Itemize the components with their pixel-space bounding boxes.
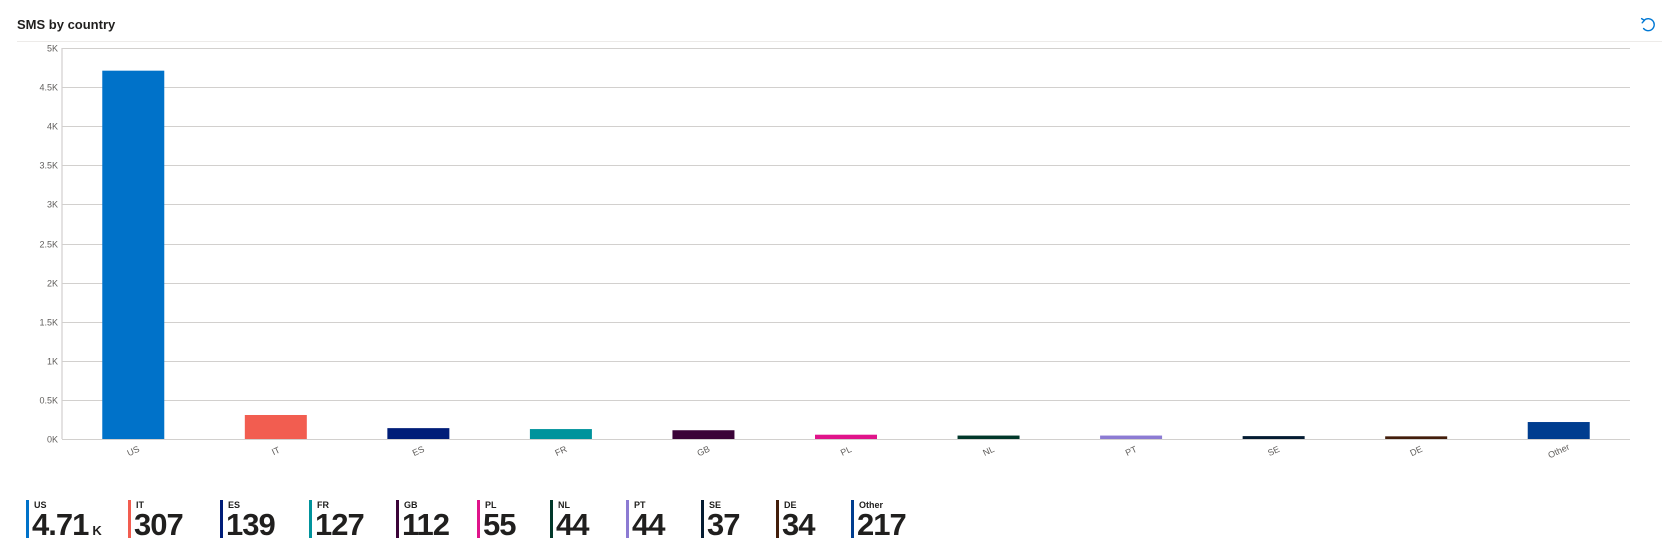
- bar-es[interactable]: [387, 428, 450, 439]
- y-tick-label: 3K: [47, 200, 58, 210]
- x-tick-label: PL: [839, 444, 853, 458]
- bar-us[interactable]: [102, 70, 165, 439]
- legend-label: DE: [784, 500, 797, 510]
- y-tick-label: 3.5K: [39, 161, 58, 171]
- y-tick-label: 1.5K: [39, 318, 58, 328]
- bar-fr[interactable]: [529, 429, 592, 439]
- x-tick-label: US: [125, 444, 141, 458]
- legend-value: 44: [556, 507, 589, 542]
- legend-value: 112: [402, 507, 450, 542]
- legend-label: ES: [228, 500, 241, 510]
- bar-se[interactable]: [1242, 436, 1305, 439]
- legend-label: FR: [317, 500, 329, 510]
- x-tick-label: GB: [695, 444, 711, 459]
- legend-value-number: 55: [483, 507, 516, 542]
- legend-value-number: 217: [857, 507, 907, 542]
- bar-nl[interactable]: [957, 435, 1020, 439]
- chart-title: SMS by country: [17, 17, 116, 32]
- legend-value: 307: [134, 507, 184, 542]
- legend-label: PT: [634, 500, 646, 510]
- legend-color-swatch: [309, 500, 312, 538]
- y-tick-label: 4.5K: [39, 83, 58, 93]
- legend-value-number: 44: [556, 507, 589, 542]
- y-tick-label: 4K: [47, 122, 58, 132]
- y-tick-label: 1K: [47, 357, 58, 367]
- y-tick-label: 0K: [47, 435, 58, 445]
- legend-color-swatch: [701, 500, 704, 538]
- legend-value-number: 139: [226, 507, 276, 542]
- legend-value: 217: [857, 507, 907, 542]
- legend-color-swatch: [26, 500, 29, 538]
- x-tick-label: NL: [981, 444, 996, 458]
- bar-other[interactable]: [1527, 422, 1590, 439]
- legend-value: 37: [707, 507, 740, 542]
- legend-value-number: 127: [315, 507, 365, 542]
- bar-pt[interactable]: [1100, 435, 1163, 439]
- y-tick-label: 5K: [47, 44, 58, 54]
- legend-value-number: 4.71: [32, 507, 89, 542]
- bar-it[interactable]: [244, 414, 307, 439]
- x-tick-label: Other: [1546, 442, 1571, 461]
- legend-label: Other: [859, 500, 884, 510]
- legend-label: PL: [485, 500, 497, 510]
- legend-color-swatch: [851, 500, 854, 538]
- bar-chart: 0K 0.5K 1K 1.5K 2K 2.5K 3K 3.5K 4K 4.5K 5K US IT ES F…: [39, 44, 1630, 461]
- legend-value: 44: [632, 507, 665, 542]
- legend-value: 4.71 K: [32, 508, 102, 548]
- refresh-button[interactable]: [1639, 16, 1657, 34]
- x-axis-ticks: US IT ES FR GB PL NL PT SE DE Other: [125, 442, 1571, 461]
- refresh-icon: [1640, 17, 1655, 32]
- grid-lines: [61, 48, 1630, 440]
- legend-label: US: [34, 500, 47, 510]
- x-tick-label: DE: [1408, 444, 1424, 458]
- legend-color-swatch: [220, 500, 223, 538]
- bar-gb[interactable]: [672, 430, 735, 439]
- legend-color-swatch: [776, 500, 779, 538]
- legend-value-number: 37: [707, 507, 740, 542]
- header-divider: [17, 41, 1662, 42]
- legend-color-swatch: [128, 500, 131, 538]
- legend-color-swatch: [396, 500, 399, 538]
- legend-label: SE: [709, 500, 722, 510]
- legend-value-number: 307: [134, 507, 184, 542]
- legend-value-number: 44: [632, 507, 665, 542]
- legend-color-swatch: [550, 500, 553, 538]
- y-tick-label: 2.5K: [39, 240, 58, 250]
- y-axis-ticks: 0K 0.5K 1K 1.5K 2K 2.5K 3K 3.5K 4K 4.5K 5K: [39, 44, 58, 445]
- legend-value: 127: [315, 507, 365, 542]
- bar-de[interactable]: [1385, 436, 1448, 439]
- legend-color-swatch: [626, 500, 629, 538]
- x-tick-label: FR: [553, 444, 569, 458]
- legend-value-number: 112: [402, 507, 450, 542]
- x-tick-label: IT: [270, 445, 282, 458]
- legend-label: GB: [404, 500, 418, 510]
- bar-pl[interactable]: [815, 434, 877, 439]
- legend-value-number: 34: [782, 507, 815, 542]
- y-tick-label: 2K: [47, 279, 58, 289]
- legend-value-unit: K: [92, 523, 102, 538]
- y-tick-label: 0.5K: [39, 396, 58, 406]
- legend-label: IT: [136, 500, 144, 510]
- legend-label: NL: [558, 500, 570, 510]
- legend-value: 34: [782, 507, 815, 542]
- x-tick-label: ES: [411, 444, 426, 458]
- legend-value: 139: [226, 507, 276, 542]
- legend-value: 55: [483, 507, 516, 542]
- x-tick-label: PT: [1124, 444, 1139, 458]
- legend-color-swatch: [477, 500, 480, 538]
- x-tick-label: SE: [1266, 444, 1281, 458]
- bars: [102, 70, 1590, 439]
